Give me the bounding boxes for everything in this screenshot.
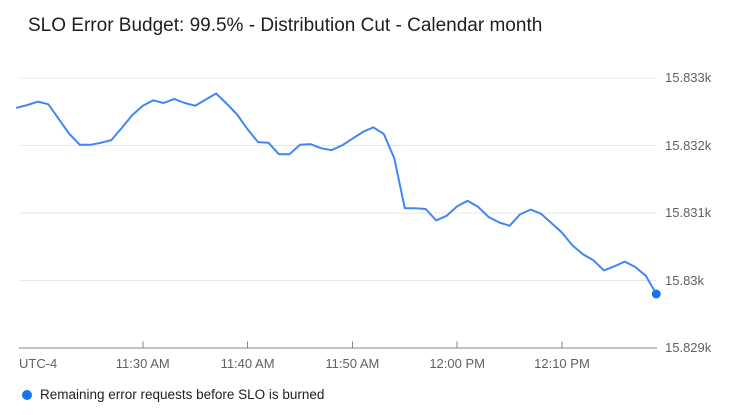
series-last-point-dot[interactable] [651, 289, 661, 299]
y-axis-label: 15.829k [665, 340, 712, 355]
y-axis-label: 15.831k [665, 205, 712, 220]
legend-series-label: Remaining error requests before SLO is b… [40, 387, 325, 402]
chart-title: SLO Error Budget: 99.5% - Distribution C… [28, 15, 543, 36]
x-axis-label: 12:00 PM [429, 356, 485, 371]
x-axis-label: 11:50 AM [325, 356, 380, 371]
y-axis-label: 15.83k [665, 272, 705, 288]
legend-series-dot-icon [22, 390, 32, 400]
x-axis-label: 11:30 AM [115, 356, 170, 371]
y-axis-label: 15.833k [665, 70, 712, 85]
timezone-label: UTC-4 [19, 356, 58, 371]
y-axis-label: 15.832k [665, 137, 712, 153]
x-axis-label: 11:40 AM [220, 356, 275, 371]
series-line[interactable] [16, 92, 658, 295]
legend-item[interactable]: Remaining error requests before SLO is b… [22, 387, 324, 403]
x-axis-label: 12:10 PM [534, 356, 590, 371]
